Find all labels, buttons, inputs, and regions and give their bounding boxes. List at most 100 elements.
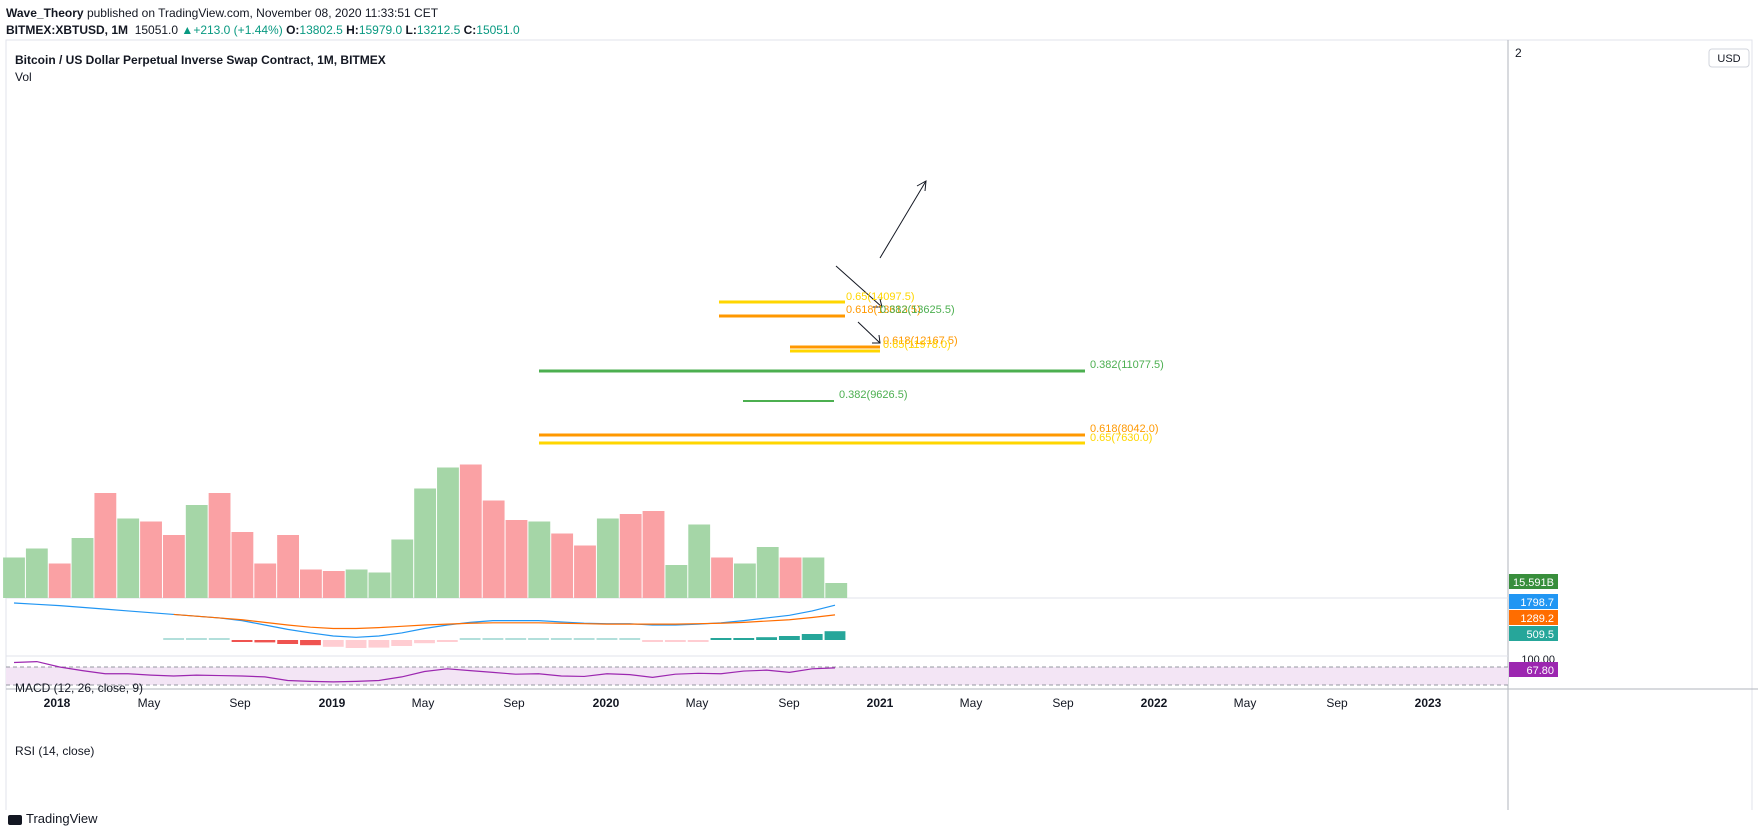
macd-histogram-bar [459,638,481,640]
volume-bar [665,565,688,598]
chart-frame [5,39,1753,810]
volume-bar [345,569,368,598]
fibonacci-label: 0.382(11077.5) [1090,359,1164,371]
volume-badge: 15.591B [1513,577,1554,589]
rsi-legend: RSI (14, close) [15,744,94,758]
author-name[interactable]: Wave_Theory [6,6,84,20]
x-tick-label: Sep [1326,696,1348,710]
volume-bar [94,493,117,598]
x-tick-label: 2020 [593,696,620,710]
macd-histogram-bar [596,638,618,640]
high-value: 15979.0 [358,23,403,37]
volume-bar [779,557,802,598]
currency-label: USD [1717,53,1740,65]
x-tick-label: May [1234,696,1257,710]
arrow-head-icon [916,180,927,192]
fibonacci-label: 0.382(13625.5) [880,304,955,316]
last-price: 15051.0 [134,23,179,37]
macd-histogram-bar [368,640,390,648]
publish-info: published on TradingView.com, November 0… [86,6,439,20]
low-label: L: [405,23,417,37]
currency-button[interactable]: USD [1708,48,1750,68]
x-tick-label: 2021 [867,696,894,710]
volume-bar [277,535,299,598]
volume-bar [117,518,140,598]
macd-histogram-bar [756,637,778,640]
x-tick-label: Sep [778,696,800,710]
macd-histogram-bar [186,638,207,640]
x-tick-label: Sep [1052,696,1074,710]
volume-bar [162,535,185,598]
volume-bar [140,521,162,598]
volume-bar [391,539,414,598]
tradingview-logo-icon [8,814,22,825]
x-tick-label: May [412,696,435,710]
rsi-value-badge-bg [1509,662,1558,677]
volume-bar [802,557,825,598]
fibonacci-label: 0.618(12167.5) [883,335,958,347]
histogram-value-badge: 509.5 [1526,629,1554,641]
x-tick-label: 2018 [44,696,71,710]
up-triangle-icon: ▲ [181,23,194,37]
fibonacci-label: 0.618(8042.0) [1090,423,1159,435]
volume-bar [574,545,596,598]
volume-bar [48,563,71,598]
volume-bar [505,520,528,598]
macd-histogram-bar [687,640,709,642]
macd-histogram-bar [345,640,367,648]
macd-histogram-bar [322,640,344,647]
chart-legend-title: Bitcoin / US Dollar Perpetual Inverse Sw… [15,53,386,67]
volume-bar [619,514,642,598]
high-label: H: [346,23,359,37]
macd-histogram-bar [573,638,595,640]
volume-bar [482,500,505,598]
macd-histogram-bar [778,636,800,640]
tradingview-footer[interactable]: TradingView [8,811,98,826]
macd-legend: MACD (12, 26, close, 9) [15,681,143,695]
macd-histogram-bar [277,640,299,644]
volume-bar [368,572,391,598]
fibonacci-label: 0.65(11978.0) [883,339,951,351]
projection-arrow [835,265,883,308]
volume-bar [322,571,345,598]
macd-histogram-bar [619,638,641,640]
macd-histogram-bar [664,640,686,642]
footer-brand: TradingView [26,811,98,826]
macd-histogram-bar [300,640,321,646]
volume-bar [231,532,254,598]
macd-histogram-bar [528,638,549,640]
low-value: 13212.5 [416,23,461,37]
price-change: +213.0 (+1.44%) [193,23,283,37]
volume-bar [688,524,711,598]
arrow-head-icon [872,334,881,344]
volume-bar [596,518,619,598]
volume-bar [733,563,756,598]
rsi-line [13,660,836,683]
open-value: 13802.5 [299,23,343,37]
open-label: O: [286,23,300,37]
x-tick-label: Sep [229,696,251,710]
volume-bar [825,583,848,598]
close-value: 15051.0 [476,23,520,37]
publish-header: Wave_Theory published on TradingView.com… [6,6,438,20]
volume-bar [756,547,779,598]
macd-histogram-bar [254,640,276,643]
y-tick-label: 2 [1515,46,1522,60]
volume-legend: Vol [15,70,32,84]
symbol-label: BITMEX:XBTUSD, 1M [6,23,129,37]
macd-value-badge-bg [1509,594,1558,609]
x-tick-label: May [138,696,161,710]
macd-histogram-bar [482,638,504,640]
macd-histogram-bar [801,634,823,640]
volume-bar [551,533,574,598]
price-chart[interactable]: 0.65(14097.5)0.618(13613.5)0.382(13625.5… [0,0,1758,810]
close-label: C: [463,23,477,37]
macd-histogram-bar [414,640,435,644]
macd-value-badge: 1798.7 [1520,597,1554,609]
macd-histogram-bar [733,638,755,640]
macd-histogram-bar [436,640,458,642]
macd-histogram-bar [642,640,663,642]
fibonacci-label: 0.65(14097.5) [846,291,915,303]
rsi-value-badge: 67.80 [1526,665,1554,677]
macd-histogram-bar [710,638,732,640]
